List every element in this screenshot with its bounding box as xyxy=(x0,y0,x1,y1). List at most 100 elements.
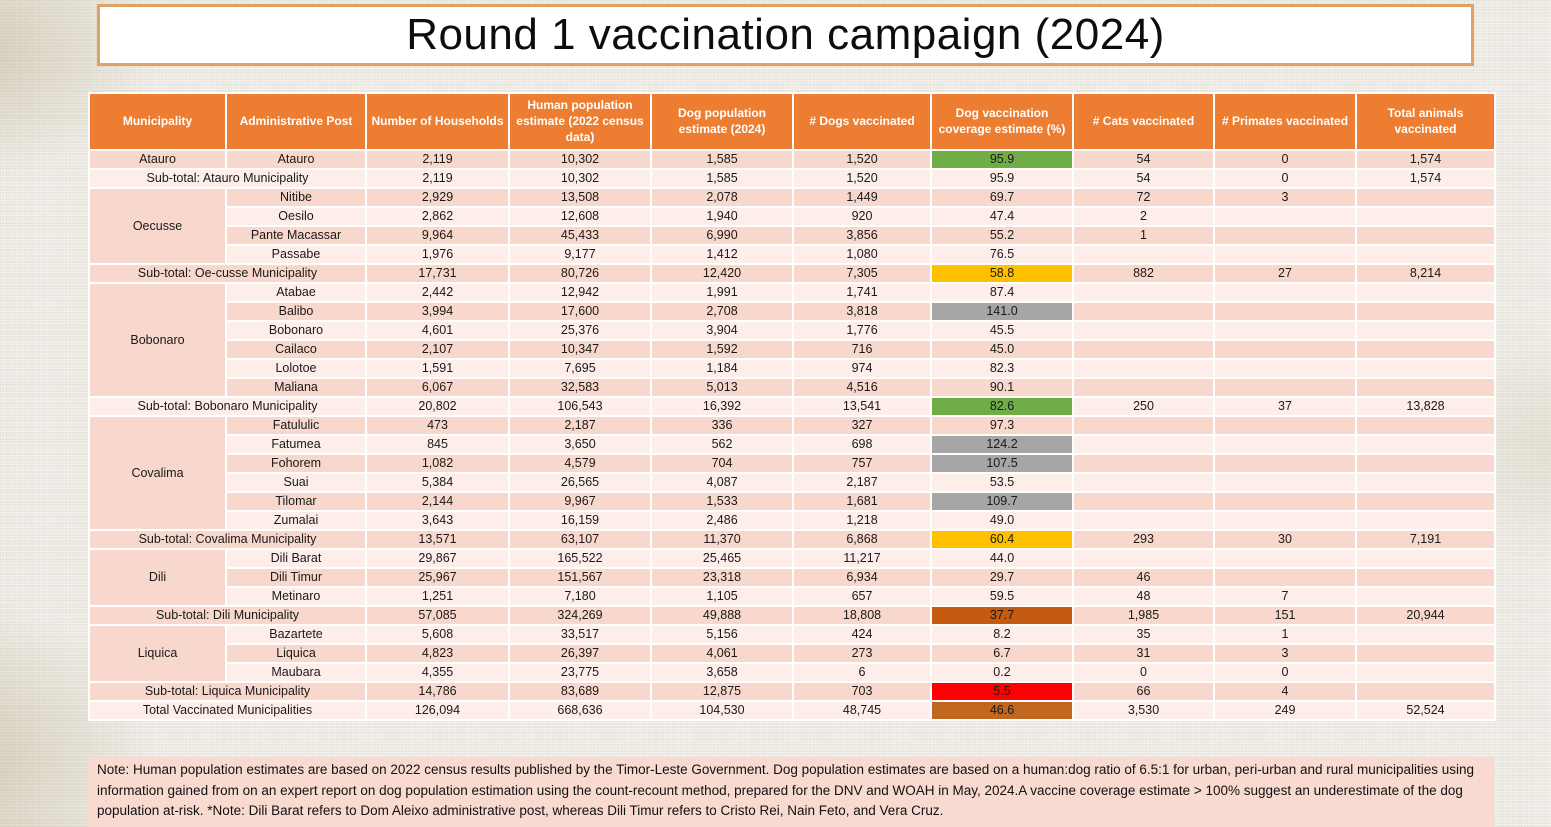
cats-vaccinated-cell xyxy=(1072,547,1215,569)
primates-vaccinated-cell: 151 xyxy=(1213,604,1357,626)
subtotal-label: Sub-total: Atauro Municipality xyxy=(88,167,367,189)
human-population-cell: 151,567 xyxy=(508,566,652,588)
human-population-cell: 45,433 xyxy=(508,224,652,246)
dog-population-cell: 1,592 xyxy=(650,338,794,360)
primates-vaccinated-cell: 0 xyxy=(1213,148,1357,170)
dog-population-cell: 1,940 xyxy=(650,205,794,227)
slide-title-box: Round 1 vaccination campaign (2024) xyxy=(97,4,1474,66)
admin-post-cell: Cailaco xyxy=(225,338,367,360)
admin-post-cell: Bobonaro xyxy=(225,319,367,341)
column-header: Municipality xyxy=(88,92,227,151)
human-population-cell: 13,508 xyxy=(508,186,652,208)
human-population-cell: 25,376 xyxy=(508,319,652,341)
dogs-vaccinated-cell: 6 xyxy=(792,661,932,683)
dogs-vaccinated-cell: 3,856 xyxy=(792,224,932,246)
households-cell: 1,251 xyxy=(365,585,510,607)
dogs-vaccinated-cell: 4,516 xyxy=(792,376,932,398)
column-header: # Dogs vaccinated xyxy=(792,92,932,151)
coverage-cell: 53.5 xyxy=(930,471,1074,493)
admin-post-cell: Pante Macassar xyxy=(225,224,367,246)
dog-population-cell: 5,013 xyxy=(650,376,794,398)
total-animals-cell: 1,574 xyxy=(1355,167,1496,189)
households-cell: 126,094 xyxy=(365,699,510,721)
dog-population-cell: 25,465 xyxy=(650,547,794,569)
dog-population-cell: 3,658 xyxy=(650,661,794,683)
households-cell: 2,929 xyxy=(365,186,510,208)
primates-vaccinated-cell: 27 xyxy=(1213,262,1357,284)
households-cell: 2,107 xyxy=(365,338,510,360)
dogs-vaccinated-cell: 1,520 xyxy=(792,167,932,189)
dog-population-cell: 6,990 xyxy=(650,224,794,246)
coverage-cell: 124.2 xyxy=(930,433,1074,455)
primates-vaccinated-cell xyxy=(1213,319,1357,341)
dogs-vaccinated-cell: 327 xyxy=(792,414,932,436)
dogs-vaccinated-cell: 11,217 xyxy=(792,547,932,569)
households-cell: 9,964 xyxy=(365,224,510,246)
primates-vaccinated-cell: 7 xyxy=(1213,585,1357,607)
households-cell: 1,976 xyxy=(365,243,510,265)
human-population-cell: 16,159 xyxy=(508,509,652,531)
admin-post-cell: Liquica xyxy=(225,642,367,664)
dog-population-cell: 1,585 xyxy=(650,167,794,189)
total-animals-cell xyxy=(1355,338,1496,360)
total-animals-cell: 8,214 xyxy=(1355,262,1496,284)
total-animals-cell xyxy=(1355,585,1496,607)
human-population-cell: 32,583 xyxy=(508,376,652,398)
municipality-cell: Atauro xyxy=(88,148,227,170)
primates-vaccinated-cell: 3 xyxy=(1213,642,1357,664)
total-animals-cell xyxy=(1355,471,1496,493)
table-header: Municipality Administrative Post Number of… xyxy=(88,92,1496,151)
dogs-vaccinated-cell: 1,080 xyxy=(792,243,932,265)
subtotal-label: Sub-total: Bobonaro Municipality xyxy=(88,395,367,417)
primates-vaccinated-cell: 1 xyxy=(1213,623,1357,645)
admin-post-cell: Dili Timur xyxy=(225,566,367,588)
dogs-vaccinated-cell: 48,745 xyxy=(792,699,932,721)
households-cell: 2,119 xyxy=(365,148,510,170)
cats-vaccinated-cell: 35 xyxy=(1072,623,1215,645)
coverage-cell: 44.0 xyxy=(930,547,1074,569)
primates-vaccinated-cell: 37 xyxy=(1213,395,1357,417)
dogs-vaccinated-cell: 657 xyxy=(792,585,932,607)
coverage-cell: 141.0 xyxy=(930,300,1074,322)
human-population-cell: 9,967 xyxy=(508,490,652,512)
dog-population-cell: 11,370 xyxy=(650,528,794,550)
dog-population-cell: 336 xyxy=(650,414,794,436)
subtotal-label: Sub-total: Dili Municipality xyxy=(88,604,367,626)
primates-vaccinated-cell xyxy=(1213,547,1357,569)
coverage-cell: 5.5 xyxy=(930,680,1074,702)
dog-population-cell: 12,875 xyxy=(650,680,794,702)
cats-vaccinated-cell: 2 xyxy=(1072,205,1215,227)
human-population-cell: 106,543 xyxy=(508,395,652,417)
coverage-cell: 29.7 xyxy=(930,566,1074,588)
primates-vaccinated-cell: 0 xyxy=(1213,661,1357,683)
cats-vaccinated-cell: 250 xyxy=(1072,395,1215,417)
dog-population-cell: 2,708 xyxy=(650,300,794,322)
cats-vaccinated-cell xyxy=(1072,509,1215,531)
coverage-cell: 45.0 xyxy=(930,338,1074,360)
households-cell: 4,355 xyxy=(365,661,510,683)
human-population-cell: 9,177 xyxy=(508,243,652,265)
dog-population-cell: 2,078 xyxy=(650,186,794,208)
admin-post-cell: Fohorem xyxy=(225,452,367,474)
footnote: Note: Human population estimates are bas… xyxy=(88,757,1494,827)
human-population-cell: 33,517 xyxy=(508,623,652,645)
cats-vaccinated-cell xyxy=(1072,319,1215,341)
households-cell: 57,085 xyxy=(365,604,510,626)
total-animals-cell: 20,944 xyxy=(1355,604,1496,626)
dog-population-cell: 4,087 xyxy=(650,471,794,493)
total-animals-cell xyxy=(1355,300,1496,322)
dogs-vaccinated-cell: 13,541 xyxy=(792,395,932,417)
dog-population-cell: 3,904 xyxy=(650,319,794,341)
primates-vaccinated-cell: 0 xyxy=(1213,167,1357,189)
cats-vaccinated-cell: 1 xyxy=(1072,224,1215,246)
cats-vaccinated-cell: 882 xyxy=(1072,262,1215,284)
households-cell: 2,119 xyxy=(365,167,510,189)
primates-vaccinated-cell xyxy=(1213,433,1357,455)
coverage-cell: 109.7 xyxy=(930,490,1074,512)
human-population-cell: 165,522 xyxy=(508,547,652,569)
cats-vaccinated-cell: 66 xyxy=(1072,680,1215,702)
dogs-vaccinated-cell: 974 xyxy=(792,357,932,379)
households-cell: 5,608 xyxy=(365,623,510,645)
total-animals-cell xyxy=(1355,642,1496,664)
municipality-cell: Oecusse xyxy=(88,186,227,265)
